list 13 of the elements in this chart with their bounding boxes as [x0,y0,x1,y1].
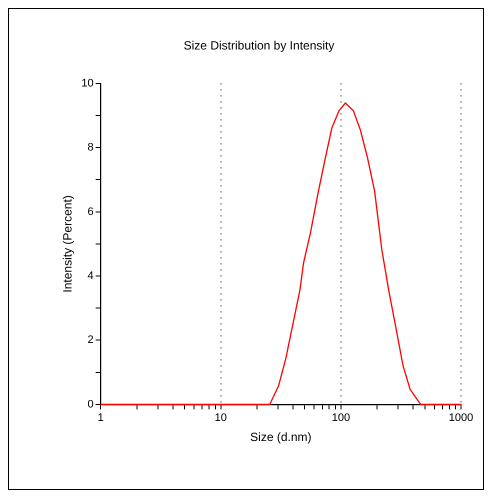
y-tick-label: 2 [88,334,94,346]
x-tick-label: 1000 [448,412,474,424]
x-tick-label: 1 [98,412,104,424]
y-tick-label: 0 [88,398,94,410]
y-tick-label: 10 [81,77,94,90]
x-tick-label: 10 [214,412,227,424]
x-axis-title: Size (d.nm) [250,430,312,444]
y-tick-label: 6 [88,206,94,218]
y-axis-title: Intensity (Percent) [60,195,75,293]
y-tick-label: 4 [88,270,94,282]
x-tick-label: 100 [332,412,350,424]
chart-title: Size Distribution by Intensity [184,38,334,53]
y-tick-label: 8 [88,142,94,154]
